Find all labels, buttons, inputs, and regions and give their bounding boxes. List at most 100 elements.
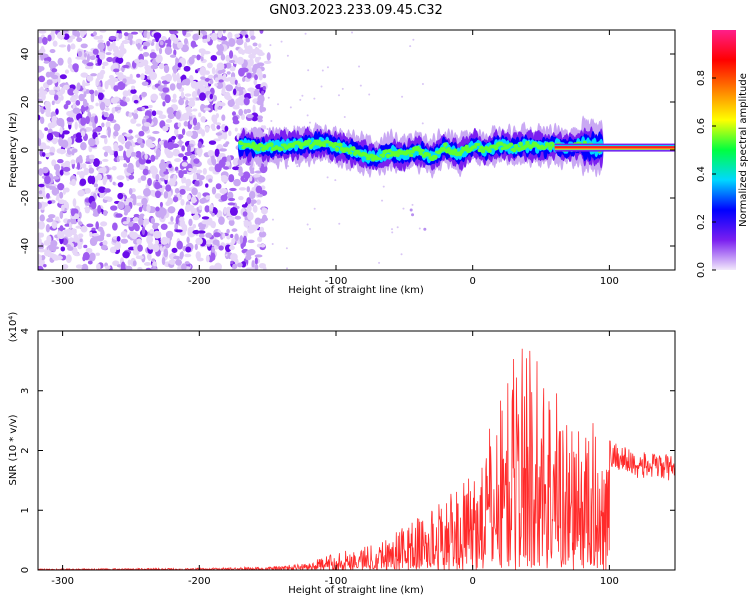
noise-blob [111, 107, 116, 114]
noise-blob [211, 127, 216, 131]
noise-blob [103, 210, 108, 216]
noise-blob [143, 188, 151, 197]
noise-blob [245, 37, 251, 43]
noise-blob [144, 65, 151, 71]
noise-blob [215, 263, 222, 269]
noise-blob [160, 223, 168, 230]
noise-blob [106, 116, 112, 122]
noise-blob [104, 107, 110, 112]
noise-speck [401, 95, 404, 98]
noise-blob [163, 171, 170, 175]
noise-blob [174, 60, 180, 70]
noise-blob [255, 185, 263, 194]
ridge-cell [408, 153, 414, 157]
noise-blob [125, 97, 130, 103]
noise-blob [196, 55, 201, 59]
noise-blob [83, 30, 87, 35]
ridge-cell [407, 149, 412, 155]
noise-blob [51, 221, 58, 229]
noise-blob [158, 63, 165, 70]
noise-blob [233, 178, 241, 187]
noise-blob [91, 233, 99, 237]
noise-blob [72, 198, 77, 207]
noise-blob [76, 82, 81, 91]
noise-blob [78, 233, 84, 238]
noise-blob [133, 109, 138, 114]
noise-blob [201, 220, 209, 225]
noise-blob [173, 49, 177, 57]
noise-blob [186, 194, 192, 201]
noise-blob [216, 62, 225, 71]
noise-blob [39, 214, 45, 222]
ridge-cell [441, 146, 446, 152]
noise-blob [123, 150, 127, 160]
noise-blob [150, 49, 155, 53]
noise-blob [243, 108, 248, 115]
noise-blob [205, 195, 211, 200]
noise-blob [196, 169, 203, 174]
noise-blob [188, 56, 195, 65]
noise-speck [326, 66, 329, 69]
noise-blob [90, 73, 98, 77]
noise-speck [308, 228, 311, 231]
noise-blob [200, 76, 206, 80]
noise-speck [338, 222, 341, 225]
noise-blob [256, 243, 262, 248]
noise-speck [308, 121, 311, 124]
noise-blob [113, 85, 119, 92]
colorbar-tick-label: 0.8 [696, 70, 707, 86]
noise-blob [210, 55, 218, 61]
noise-blob [152, 243, 160, 253]
colorbar-label: Normalized spectral amplitude [738, 73, 749, 227]
noise-blob [137, 244, 143, 252]
noise-blob [99, 101, 106, 111]
noise-blob [96, 234, 105, 242]
noise-blob [142, 59, 149, 67]
noise-blob [249, 175, 253, 182]
noise-blob [131, 85, 136, 90]
noise-blob [169, 178, 176, 183]
noise-blob [100, 244, 108, 251]
noise-blob [239, 235, 244, 244]
noise-blob [180, 198, 185, 206]
noise-blob [198, 112, 202, 118]
noise-blob [165, 244, 170, 249]
noise-blob [39, 142, 47, 151]
noise-blob [150, 217, 156, 225]
noise-blob [72, 63, 79, 71]
noise-blob [236, 38, 244, 46]
noise-speck [358, 65, 361, 68]
spectrogram-x-tick-label: -200 [188, 276, 211, 287]
noise-blob [141, 226, 146, 236]
colorbar: 0.0 0.2 0.4 0.6 0.8 Normalized spectral ampl… [696, 30, 749, 278]
noise-blob [165, 184, 172, 192]
noise-blob [137, 266, 143, 270]
noise-blob [111, 40, 116, 50]
noise-speck [321, 69, 324, 72]
noise-blob [122, 78, 127, 84]
noise-blob [85, 247, 93, 254]
noise-speck [402, 207, 405, 210]
noise-blob [48, 89, 56, 96]
noise-blob [126, 167, 135, 174]
noise-blob [222, 232, 226, 239]
noise-blob [247, 211, 254, 221]
noise-speck [381, 199, 384, 202]
noise-blob [196, 147, 203, 156]
noise-blob [136, 238, 142, 245]
noise-blob [38, 168, 44, 176]
noise-blob [62, 166, 71, 172]
noise-blob [188, 97, 197, 101]
noise-blob [197, 192, 202, 200]
noise-blob [211, 115, 219, 120]
noise-speck [313, 97, 316, 100]
noise-speck [418, 227, 421, 230]
noise-blob [53, 163, 61, 171]
noise-blob [160, 237, 169, 245]
noise-blob [242, 77, 246, 82]
noise-blob [232, 166, 240, 171]
noise-blob [170, 216, 174, 222]
ridge-band-core [554, 146, 675, 150]
noise-blob [80, 130, 86, 137]
snr-y-tick-label: 3 [20, 388, 31, 394]
